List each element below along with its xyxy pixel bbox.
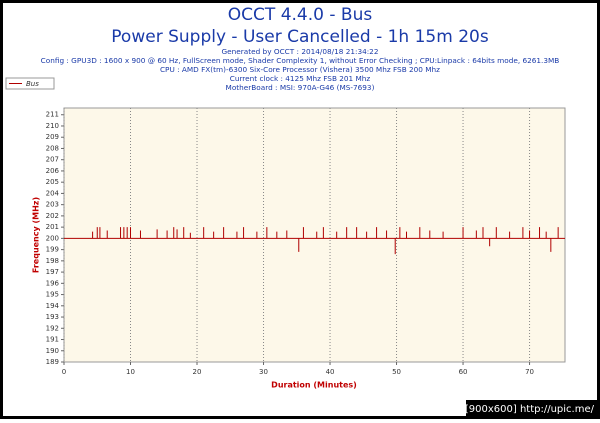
info-line: Current clock : 4125 Mhz FSB 201 Mhz	[230, 74, 371, 83]
y-tick-label: 209	[46, 133, 59, 141]
data-line	[64, 227, 565, 255]
watermark-bg	[466, 400, 598, 417]
watermark: [900x600] http://upic.me/	[465, 404, 595, 415]
x-tick-label: 0	[62, 368, 66, 376]
y-axis-label: Frequency (MHz)	[32, 197, 41, 273]
y-tick-label: 210	[46, 122, 59, 130]
chart-subtitle: Power Supply - User Cancelled - 1h 15m 2…	[111, 27, 489, 47]
legend-label: Bus	[26, 80, 39, 88]
x-tick-label: 20	[193, 368, 202, 376]
y-tick-label: 191	[46, 336, 59, 344]
x-axis-label: Duration (Minutes)	[271, 381, 357, 390]
chart-title: OCCT 4.4.0 - Bus	[228, 5, 373, 25]
y-tick-label: 193	[46, 313, 59, 321]
x-tick-label: 30	[259, 368, 268, 376]
y-tick-label: 205	[46, 178, 59, 186]
x-tick-label: 50	[392, 368, 401, 376]
y-tick-label: 202	[46, 212, 59, 220]
y-tick-label: 197	[46, 268, 59, 276]
y-tick-label: 207	[46, 156, 59, 164]
x-tick-label: 70	[525, 368, 534, 376]
info-line: MotherBoard : MSI: 970A-G46 (MS-7693)	[226, 83, 375, 92]
x-tick-label: 10	[126, 368, 135, 376]
y-tick-label: 208	[46, 144, 59, 152]
x-tick-label: 60	[459, 368, 468, 376]
legend-box	[5, 77, 55, 90]
y-tick-label: 192	[46, 324, 59, 332]
info-line: CPU : AMD FX(tm)-6300 Six-Core Processor…	[160, 65, 440, 74]
y-tick-label: 211	[46, 111, 59, 119]
y-tick-label: 201	[46, 223, 59, 231]
y-tick-label: 194	[46, 302, 60, 310]
y-tick-label: 190	[46, 347, 59, 355]
y-tick-label: 204	[46, 189, 60, 197]
y-tick-label: 203	[46, 201, 59, 209]
y-tick-label: 195	[46, 291, 59, 299]
info-line: Config : GPU3D : 1600 x 900 @ 60 Hz, Ful…	[41, 56, 560, 65]
info-line: Generated by OCCT : 2014/08/18 21:34:22	[222, 47, 379, 56]
y-tick-label: 206	[46, 167, 60, 175]
x-tick-label: 40	[326, 368, 335, 376]
y-tick-label: 200	[46, 234, 59, 242]
y-tick-label: 198	[46, 257, 59, 265]
plot-area	[63, 107, 566, 363]
y-tick-label: 196	[46, 279, 60, 287]
y-tick-label: 199	[46, 246, 59, 254]
y-tick-label: 189	[46, 358, 59, 366]
